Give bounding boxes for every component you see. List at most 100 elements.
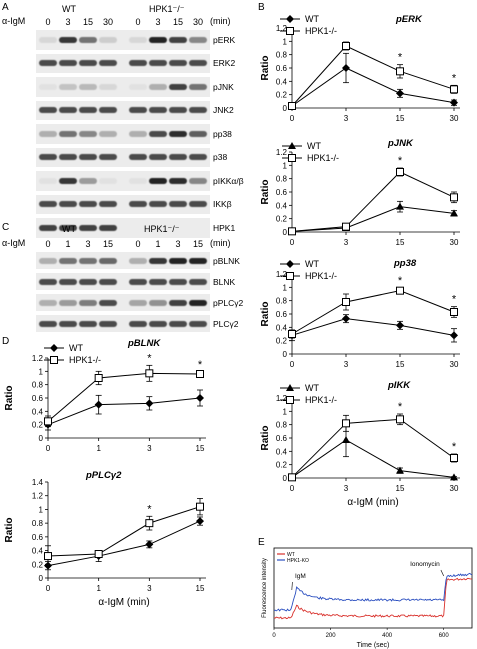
blot-strip: [36, 252, 210, 269]
x-tick-label: 200: [326, 633, 337, 639]
x-tick-label: 1: [96, 444, 101, 453]
blot-label: pERK: [213, 34, 236, 45]
y-tick-label: 0.8: [276, 421, 288, 430]
blot-band: [99, 320, 117, 327]
point-marker: [196, 502, 204, 511]
blot-band: [129, 154, 147, 161]
point-marker: [342, 64, 350, 72]
blot-band: [189, 83, 207, 90]
annotation-arrow: [291, 581, 293, 591]
point-marker: [288, 142, 296, 149]
series-hpk1-ko: [44, 498, 204, 567]
y-tick-label: 0.2: [32, 421, 44, 430]
y-tick-label: 0: [39, 434, 44, 443]
x-tick-label: 0: [46, 584, 51, 593]
timepoint-label: 3: [85, 239, 91, 249]
blot-band: [129, 299, 147, 306]
series-line: [291, 418, 455, 478]
point-marker: [450, 473, 458, 481]
blot-band: [79, 107, 97, 114]
blot-band: [99, 60, 117, 67]
y-tick-label: 0.2: [276, 215, 288, 224]
blot-band: [169, 130, 187, 137]
blot-band: [149, 320, 167, 327]
point-marker: [342, 222, 350, 231]
point-marker: [288, 330, 296, 338]
point-marker: [450, 454, 458, 462]
panel-letter-b: B: [258, 2, 265, 13]
y-tick-label: 0.8: [276, 51, 288, 60]
y-axis-label: Ratio: [260, 302, 271, 327]
point-marker: [286, 396, 294, 404]
point-marker: [145, 540, 154, 549]
blot-band: [169, 177, 187, 184]
blot-band: [79, 83, 97, 90]
x-tick-label: 15: [196, 444, 205, 453]
timepoint-label: 0: [45, 17, 51, 27]
point-marker: [196, 370, 204, 378]
point-marker: [94, 550, 103, 558]
series-line: [291, 290, 455, 335]
blot-label: pJNK: [213, 81, 234, 92]
blot-band: [129, 130, 147, 137]
blot-band: [39, 320, 57, 327]
blot-band: [39, 130, 57, 137]
blot-band: [169, 154, 187, 161]
blot-strip: [36, 124, 210, 144]
blot-band: [169, 36, 187, 43]
y-tick-label: 0.6: [276, 310, 288, 319]
y-tick-label: 1: [39, 505, 44, 514]
panel-letter-d: D: [2, 336, 10, 347]
significance-star: *: [398, 52, 403, 64]
x-tick-label: 15: [396, 484, 405, 493]
point-marker: [396, 415, 404, 424]
x-tick-label: 3: [344, 114, 349, 123]
chart-pplcg2: 0 0.2 0.4 0.6 0.8 1 1.2 1.4 0 1 3 15 Ratio α-IgM (min…: [4, 470, 206, 608]
series-line: [47, 397, 201, 426]
x-tick-label: 0: [290, 114, 295, 123]
y-tick-label: 1: [283, 407, 288, 416]
series-hpk1-ko: [288, 167, 458, 236]
timepoint-label: 1: [65, 239, 71, 249]
blot-band: [59, 83, 77, 90]
point-marker: [342, 419, 350, 428]
blot-band: [129, 107, 147, 114]
blot-strip: [36, 147, 210, 167]
x-tick-label: 30: [450, 114, 459, 123]
y-tick-label: 0.6: [276, 434, 288, 443]
legend-label: WT: [287, 552, 295, 558]
significance-star: *: [147, 352, 152, 364]
series-line: [291, 206, 455, 232]
significance-star: *: [147, 503, 152, 515]
blot-band: [79, 177, 97, 184]
blot-strip: [36, 171, 210, 191]
x-tick-label: 15: [396, 114, 405, 123]
blot-band: [99, 177, 117, 184]
blot-band: [59, 278, 77, 285]
blot-band: [99, 278, 117, 285]
blot-band: [149, 83, 167, 90]
blot-band: [99, 224, 117, 231]
series-line: [291, 439, 455, 478]
blot-band: [59, 257, 77, 264]
blot-strip: [36, 53, 210, 73]
blot-band: [39, 278, 57, 285]
blot-band: [169, 257, 187, 264]
blot-band: [99, 36, 117, 43]
point-marker: [286, 27, 294, 35]
point-marker: [396, 67, 404, 76]
y-tick-label: 0.4: [276, 201, 288, 210]
x-tick-label: 30: [450, 238, 459, 247]
significance-star: *: [198, 359, 203, 371]
point-marker: [286, 15, 294, 23]
chart-pikk: 0 0.2 0.4 0.6 0.8 1 1.2 0 3 15 30 Ratio α-IgM (min) p…: [260, 380, 460, 508]
blot-band: [129, 257, 147, 264]
blot-band: [59, 224, 77, 231]
y-tick-label: 0: [283, 228, 288, 237]
y-axis-label: Ratio: [4, 518, 15, 543]
blot-band: [39, 299, 57, 306]
trace-hpk1-ko: [273, 572, 473, 612]
blot-label: IKKβ: [213, 199, 232, 210]
blot-band: [79, 320, 97, 327]
blot-label: BLNK: [213, 276, 236, 287]
